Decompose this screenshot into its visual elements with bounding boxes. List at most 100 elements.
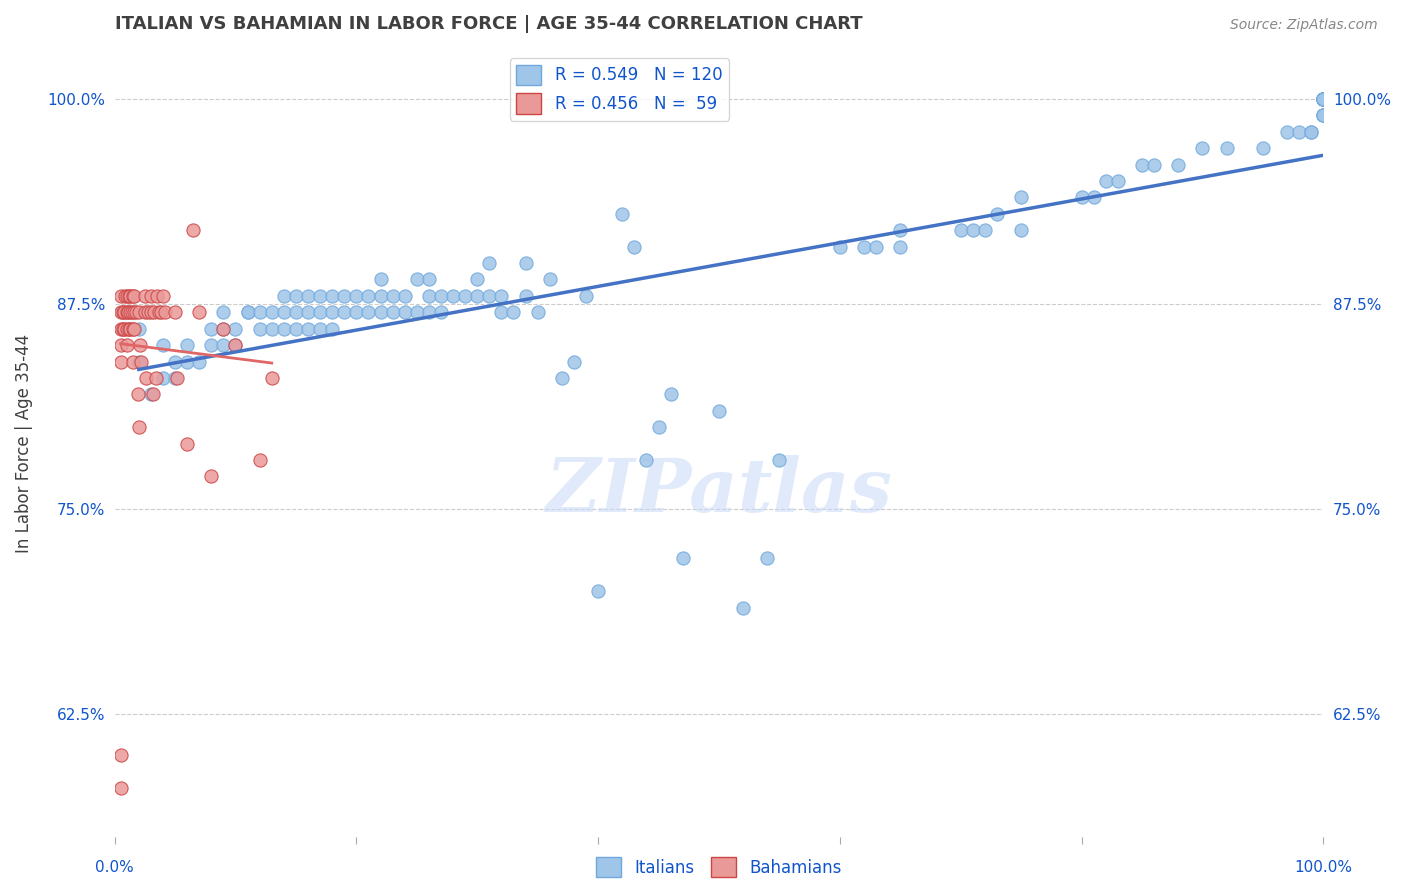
- Point: [1312, 108, 1334, 122]
- Point: [112, 322, 135, 336]
- Point: [321, 289, 343, 303]
- Point: [1312, 92, 1334, 106]
- Point: [1312, 92, 1334, 106]
- Point: [121, 322, 143, 336]
- Point: [224, 338, 246, 352]
- Point: [134, 289, 156, 303]
- Point: [212, 305, 235, 319]
- Point: [128, 420, 150, 434]
- Point: [128, 354, 150, 368]
- Point: [139, 305, 162, 319]
- Point: [297, 289, 319, 303]
- Point: [309, 289, 332, 303]
- Point: [188, 354, 211, 368]
- Point: [110, 748, 132, 763]
- Point: [163, 354, 186, 368]
- Point: [1251, 141, 1274, 155]
- Point: [756, 551, 779, 566]
- Point: [176, 338, 198, 352]
- Point: [1167, 158, 1189, 172]
- Point: [321, 305, 343, 319]
- Point: [418, 289, 440, 303]
- Point: [1130, 158, 1153, 172]
- Point: [394, 289, 416, 303]
- Point: [152, 338, 174, 352]
- Point: [249, 305, 271, 319]
- Point: [441, 289, 464, 303]
- Text: ITALIAN VS BAHAMIAN IN LABOR FORCE | AGE 35-44 CORRELATION CHART: ITALIAN VS BAHAMIAN IN LABOR FORCE | AGE…: [115, 15, 862, 33]
- Point: [1215, 141, 1237, 155]
- Point: [135, 371, 157, 385]
- Point: [405, 305, 427, 319]
- Point: [212, 338, 235, 352]
- Point: [128, 305, 150, 319]
- Point: [273, 289, 295, 303]
- Text: 100.0%: 100.0%: [1295, 860, 1353, 875]
- Point: [491, 305, 513, 319]
- Point: [297, 322, 319, 336]
- Point: [118, 322, 141, 336]
- Point: [139, 387, 162, 401]
- Point: [115, 289, 138, 303]
- Point: [381, 305, 404, 319]
- Point: [121, 289, 143, 303]
- Point: [515, 289, 537, 303]
- Point: [273, 322, 295, 336]
- Point: [176, 436, 198, 450]
- Point: [129, 338, 152, 352]
- Point: [454, 289, 477, 303]
- Point: [166, 371, 188, 385]
- Point: [120, 289, 142, 303]
- Point: [200, 322, 222, 336]
- Point: [297, 305, 319, 319]
- Point: [575, 289, 598, 303]
- Point: [1275, 125, 1298, 139]
- Point: [768, 453, 790, 467]
- Point: [110, 289, 132, 303]
- Point: [973, 223, 995, 237]
- Point: [889, 223, 911, 237]
- Point: [127, 387, 149, 401]
- Legend: Italians, Bahamians: Italians, Bahamians: [589, 850, 849, 884]
- Point: [122, 305, 145, 319]
- Point: [623, 240, 645, 254]
- Point: [212, 322, 235, 336]
- Point: [114, 289, 136, 303]
- Point: [865, 240, 887, 254]
- Point: [236, 305, 259, 319]
- Point: [224, 322, 246, 336]
- Point: [551, 371, 574, 385]
- Point: [309, 322, 332, 336]
- Point: [152, 289, 174, 303]
- Point: [612, 207, 634, 221]
- Point: [129, 354, 152, 368]
- Point: [828, 240, 851, 254]
- Point: [1191, 141, 1213, 155]
- Point: [181, 223, 204, 237]
- Point: [962, 223, 984, 237]
- Point: [586, 584, 609, 599]
- Point: [143, 305, 166, 319]
- Point: [707, 403, 730, 417]
- Point: [1312, 92, 1334, 106]
- Point: [118, 289, 141, 303]
- Point: [418, 272, 440, 286]
- Point: [110, 338, 132, 352]
- Point: [260, 305, 283, 319]
- Point: [370, 272, 392, 286]
- Point: [149, 305, 172, 319]
- Point: [526, 305, 548, 319]
- Point: [370, 289, 392, 303]
- Point: [284, 305, 307, 319]
- Point: [1312, 92, 1334, 106]
- Point: [112, 305, 135, 319]
- Point: [200, 338, 222, 352]
- Point: [986, 207, 1008, 221]
- Point: [1107, 174, 1129, 188]
- Point: [889, 240, 911, 254]
- Point: [112, 305, 135, 319]
- Point: [122, 322, 145, 336]
- Point: [120, 305, 142, 319]
- Point: [249, 453, 271, 467]
- Point: [120, 322, 142, 336]
